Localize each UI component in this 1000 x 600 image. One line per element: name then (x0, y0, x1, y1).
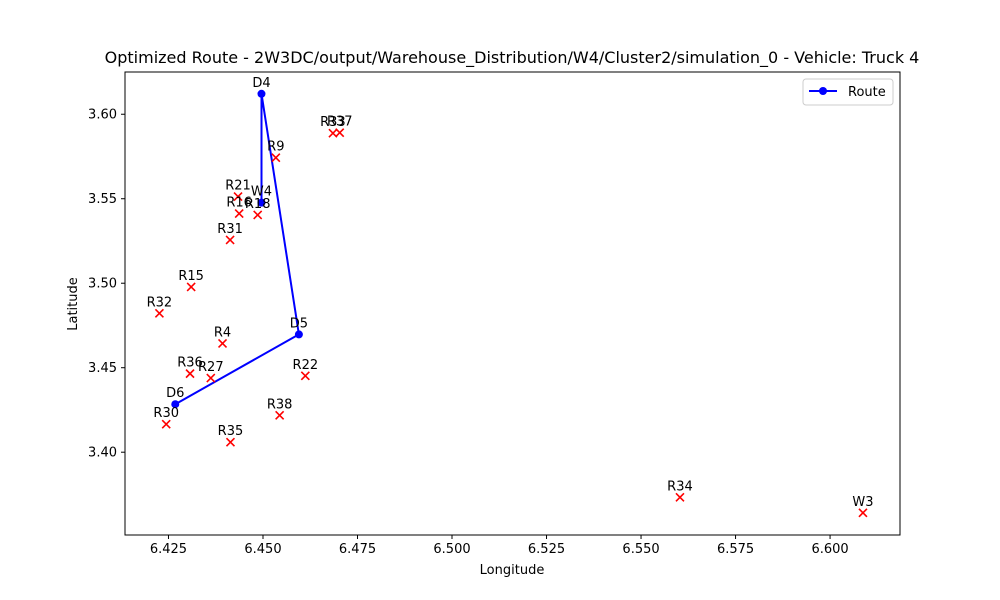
point-label: R21 (225, 179, 251, 194)
stop-marker-stroke (217, 338, 228, 348)
x-tick-label: 6.525 (528, 542, 565, 557)
point-label: R36 (177, 356, 203, 371)
stop-marker-stroke (675, 492, 685, 502)
stop-marker-stroke (335, 128, 345, 138)
point-label: R4 (214, 325, 231, 340)
stop-marker-stroke (225, 235, 235, 245)
point-label: D5 (290, 316, 308, 331)
point-label: R27 (198, 360, 224, 375)
stop-marker-stroke (233, 191, 243, 202)
point-label: R33 (320, 115, 346, 130)
y-tick-label: 3.50 (88, 277, 117, 292)
stop-marker-stroke (234, 209, 244, 219)
route-series (171, 89, 303, 409)
point-label: D4 (252, 76, 270, 91)
point-label: R22 (293, 358, 319, 373)
legend-box (802, 78, 894, 106)
point-label: R16 (226, 196, 252, 211)
y-tick-label: 3.55 (88, 192, 117, 207)
stop-marker (275, 410, 285, 420)
route-point (171, 400, 180, 409)
x-tick-label: 6.575 (717, 542, 754, 557)
stop-marker-stroke (225, 437, 236, 447)
x-tick-label: 6.425 (150, 542, 187, 557)
stop-marker (271, 153, 281, 163)
point-label: R18 (245, 197, 271, 212)
chart-title: Optimized Route - 2W3DC/output/Warehouse… (105, 48, 920, 68)
stop-marker-stroke (271, 153, 281, 163)
point-label: R34 (667, 479, 693, 494)
stop-marker (225, 235, 235, 245)
stop-marker-stroke (858, 508, 868, 518)
stop-marker (186, 282, 196, 292)
axis-ticks: 6.425 6.450 6.475 6.500 6.525 6.550 6.575 6.600… (88, 108, 849, 557)
x-tick-label: 6.600 (811, 542, 848, 557)
point-label: D6 (166, 386, 184, 401)
point-label: R35 (218, 424, 244, 439)
stop-marker (217, 338, 228, 348)
stop-marker-stroke (300, 371, 310, 381)
stop-marker (234, 209, 244, 219)
point-label: R32 (147, 295, 173, 310)
stop-marker (253, 210, 263, 220)
point-label: R15 (178, 269, 204, 284)
x-tick-label: 6.550 (622, 542, 659, 557)
stop-marker (206, 373, 216, 383)
stop-markers (154, 128, 868, 518)
route-point (257, 89, 266, 98)
route-line (174, 92, 300, 406)
legend-label-route: Route (848, 85, 886, 100)
y-tick-label: 3.40 (88, 446, 117, 461)
plot-area (125, 72, 900, 535)
y-axis-label: Latitude (66, 277, 81, 331)
point-label: R37 (327, 115, 353, 130)
point-label: R9 (267, 140, 284, 155)
stop-marker-stroke (185, 369, 195, 379)
stop-marker-stroke (275, 410, 285, 420)
x-tick-label: 6.475 (339, 542, 376, 557)
stop-marker (300, 371, 310, 381)
stop-marker (161, 419, 171, 429)
point-label: R30 (153, 406, 179, 421)
stop-marker-stroke (154, 308, 164, 318)
stop-marker (335, 128, 345, 138)
legend: Route (802, 78, 894, 106)
stop-marker-stroke (328, 128, 338, 138)
stop-marker-stroke (206, 373, 216, 383)
point-label: R38 (267, 397, 293, 412)
y-tick-label: 3.45 (88, 361, 117, 376)
stop-marker-stroke (253, 210, 263, 220)
point-label: R31 (217, 222, 243, 237)
route-point (294, 330, 303, 339)
point-label: W4 (251, 185, 272, 200)
y-tick-label: 3.60 (88, 108, 117, 123)
stop-marker (154, 308, 164, 318)
stop-marker (233, 191, 243, 202)
stop-marker (675, 492, 685, 502)
stop-marker-stroke (161, 419, 171, 429)
stop-marker (225, 437, 236, 447)
stop-marker (185, 369, 195, 379)
stop-marker (858, 508, 868, 518)
legend-marker (819, 87, 827, 95)
stop-marker-stroke (186, 282, 196, 292)
point-label: W3 (852, 495, 873, 510)
x-tick-label: 6.450 (244, 542, 281, 557)
x-axis-label: Longitude (480, 563, 545, 578)
x-tick-label: 6.500 (433, 542, 470, 557)
plot-frame (124, 71, 901, 536)
route-point (257, 198, 266, 207)
